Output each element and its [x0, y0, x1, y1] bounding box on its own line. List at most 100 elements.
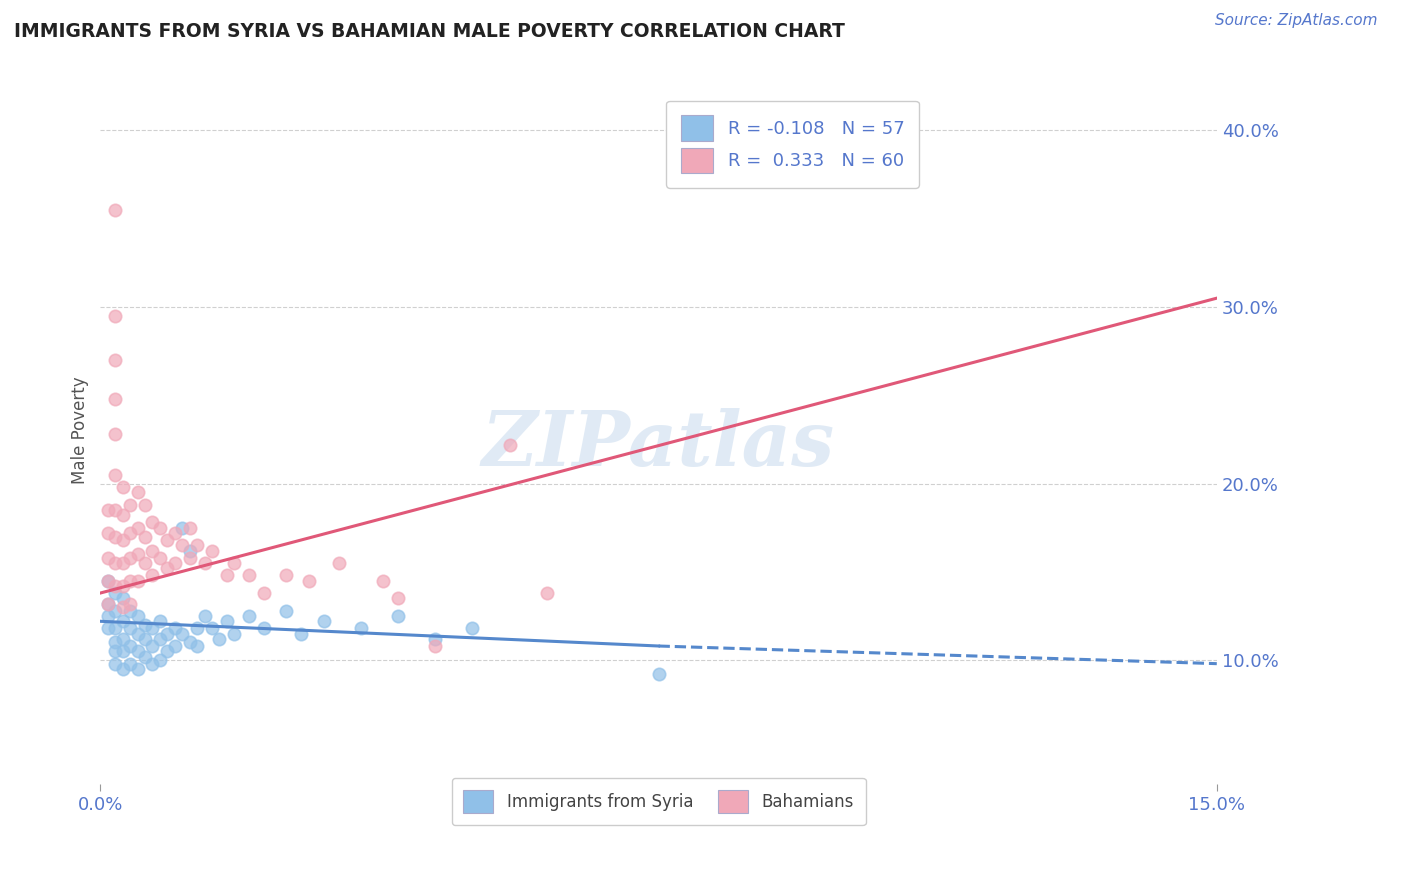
Point — [97, 597, 120, 611]
Point — [276, 568, 298, 582]
Point — [104, 586, 127, 600]
Point — [215, 568, 238, 582]
Point — [179, 521, 201, 535]
Point — [104, 309, 127, 323]
Point — [141, 516, 163, 530]
Point — [104, 202, 127, 217]
Point — [328, 556, 350, 570]
Point — [141, 657, 163, 671]
Point — [149, 653, 172, 667]
Point — [127, 662, 149, 676]
Point — [172, 626, 194, 640]
Point — [201, 543, 224, 558]
Point — [120, 574, 142, 588]
Point — [224, 626, 246, 640]
Point — [201, 621, 224, 635]
Point — [425, 639, 447, 653]
Point — [208, 632, 231, 646]
Point — [149, 632, 172, 646]
Point — [461, 621, 484, 635]
Point — [425, 632, 447, 646]
Point — [127, 485, 149, 500]
Point — [111, 591, 134, 606]
Point — [120, 621, 142, 635]
Point — [647, 667, 669, 681]
Point — [215, 615, 238, 629]
Point — [312, 615, 335, 629]
Point — [253, 586, 276, 600]
Point — [104, 503, 127, 517]
Point — [97, 574, 120, 588]
Point — [238, 609, 260, 624]
Point — [104, 467, 127, 482]
Point — [156, 626, 179, 640]
Point — [111, 508, 134, 523]
Point — [134, 617, 156, 632]
Point — [134, 632, 156, 646]
Point — [141, 568, 163, 582]
Point — [120, 550, 142, 565]
Point — [104, 635, 127, 649]
Point — [97, 550, 120, 565]
Point — [141, 543, 163, 558]
Point — [111, 579, 134, 593]
Point — [97, 609, 120, 624]
Point — [224, 556, 246, 570]
Point — [127, 574, 149, 588]
Point — [186, 639, 208, 653]
Text: ZIPatlas: ZIPatlas — [482, 408, 835, 482]
Point — [134, 498, 156, 512]
Point — [104, 556, 127, 570]
Point — [134, 649, 156, 664]
Point — [111, 644, 134, 658]
Point — [298, 574, 321, 588]
Point — [127, 521, 149, 535]
Point — [134, 556, 156, 570]
Point — [120, 526, 142, 541]
Point — [111, 480, 134, 494]
Point — [134, 529, 156, 543]
Point — [104, 427, 127, 442]
Point — [111, 533, 134, 547]
Point — [120, 604, 142, 618]
Point — [127, 626, 149, 640]
Point — [104, 657, 127, 671]
Point — [156, 561, 179, 575]
Point — [156, 533, 179, 547]
Point — [350, 621, 373, 635]
Point — [104, 644, 127, 658]
Point — [179, 543, 201, 558]
Point — [186, 538, 208, 552]
Point — [97, 621, 120, 635]
Point — [120, 597, 142, 611]
Point — [163, 556, 186, 570]
Text: IMMIGRANTS FROM SYRIA VS BAHAMIAN MALE POVERTY CORRELATION CHART: IMMIGRANTS FROM SYRIA VS BAHAMIAN MALE P… — [14, 22, 845, 41]
Point — [253, 621, 276, 635]
Point — [111, 556, 134, 570]
Point — [111, 615, 134, 629]
Point — [111, 600, 134, 615]
Point — [149, 521, 172, 535]
Point — [120, 657, 142, 671]
Point — [179, 635, 201, 649]
Text: Source: ZipAtlas.com: Source: ZipAtlas.com — [1215, 13, 1378, 29]
Point — [97, 597, 120, 611]
Point — [127, 609, 149, 624]
Point — [238, 568, 260, 582]
Point — [97, 526, 120, 541]
Point — [111, 632, 134, 646]
Point — [97, 503, 120, 517]
Point — [290, 626, 312, 640]
Point — [276, 604, 298, 618]
Point — [172, 521, 194, 535]
Point — [179, 550, 201, 565]
Point — [499, 438, 522, 452]
Point — [141, 639, 163, 653]
Point — [97, 574, 120, 588]
Point — [120, 498, 142, 512]
Point — [163, 621, 186, 635]
Point — [193, 609, 215, 624]
Point — [373, 574, 395, 588]
Point — [387, 609, 409, 624]
Point — [104, 621, 127, 635]
